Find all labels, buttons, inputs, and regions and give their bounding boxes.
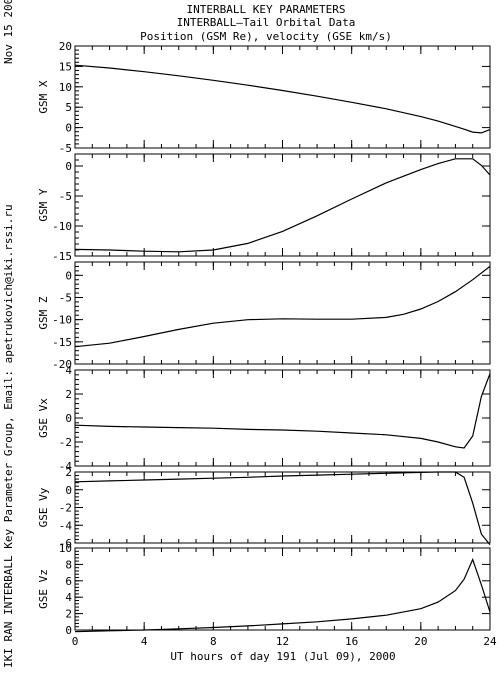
y-tick-label: -20 (52, 358, 72, 371)
y-tick-label: 5 (65, 101, 72, 114)
y-tick-label: -4 (59, 519, 73, 532)
x-tick-label: 20 (414, 635, 427, 648)
y-tick-label: -4 (59, 460, 73, 473)
y-axis-label: GSE Vy (37, 487, 50, 527)
y-tick-label: 15 (59, 60, 72, 73)
y-tick-label: -2 (59, 436, 72, 449)
series-line-gse-vz (74, 557, 491, 633)
series-line-gsm-z (74, 265, 491, 348)
y-tick-label: 10 (59, 81, 72, 94)
y-tick-label: 2 (65, 608, 72, 621)
series-line-gse-vy (74, 471, 491, 546)
x-tick-label: 4 (141, 635, 148, 648)
y-tick-label: 0 (65, 412, 72, 425)
chart-title-line1: INTERBALL KEY PARAMETERS (187, 3, 346, 16)
y-tick-label: -10 (52, 220, 72, 233)
y-tick-label: -5 (59, 190, 72, 203)
y-tick-label: 0 (65, 160, 72, 173)
y-tick-label: 0 (65, 624, 72, 637)
y-axis-label: GSM X (37, 80, 50, 113)
x-tick-label: 16 (345, 635, 358, 648)
y-tick-label: 0 (65, 269, 72, 282)
chart-title-line2: INTERBALL—Tail Orbital Data (177, 16, 356, 29)
y-axis-label: GSM Z (37, 296, 50, 329)
x-tick-label: 24 (483, 635, 497, 648)
chart-title-line3: Position (GSM Re), velocity (GSE km/s) (140, 30, 392, 43)
y-tick-label: -15 (52, 336, 72, 349)
x-tick-label: 0 (72, 635, 79, 648)
y-tick-label: 2 (65, 388, 72, 401)
y-tick-label: 4 (65, 364, 72, 377)
y-tick-label: -15 (52, 250, 72, 263)
y-tick-label: 10 (59, 542, 72, 555)
y-tick-label: 6 (65, 575, 72, 588)
y-tick-label: -2 (59, 502, 72, 515)
y-tick-label: 20 (59, 40, 72, 53)
y-tick-label: -10 (52, 314, 72, 327)
y-tick-label: -5 (59, 142, 72, 155)
series-line-gse-vx (74, 373, 491, 449)
x-tick-label: 8 (210, 635, 217, 648)
x-axis-label: UT hours of day 191 (Jul 09), 2000 (170, 650, 395, 663)
y-axis-label: GSM Y (37, 188, 50, 221)
y-axis-label: GSE Vz (37, 569, 50, 609)
y-axis-label: GSE Vx (37, 398, 50, 438)
credit-line: IKI RAN INTERBALL Key Parameter Group, E… (2, 204, 15, 668)
y-tick-label: -5 (59, 291, 72, 304)
y-tick-label: 4 (65, 591, 72, 604)
y-tick-label: -6 (59, 537, 72, 550)
y-tick-label: 0 (65, 484, 72, 497)
series-line-gsm-x (74, 64, 491, 134)
date-stamp: Nov 15 2000 (2, 0, 15, 64)
y-tick-label: 8 (65, 558, 72, 571)
y-tick-label: 2 (65, 466, 72, 479)
x-tick-label: 12 (276, 635, 289, 648)
series-line-gsm-y (74, 158, 491, 253)
y-tick-label: 0 (65, 122, 72, 135)
